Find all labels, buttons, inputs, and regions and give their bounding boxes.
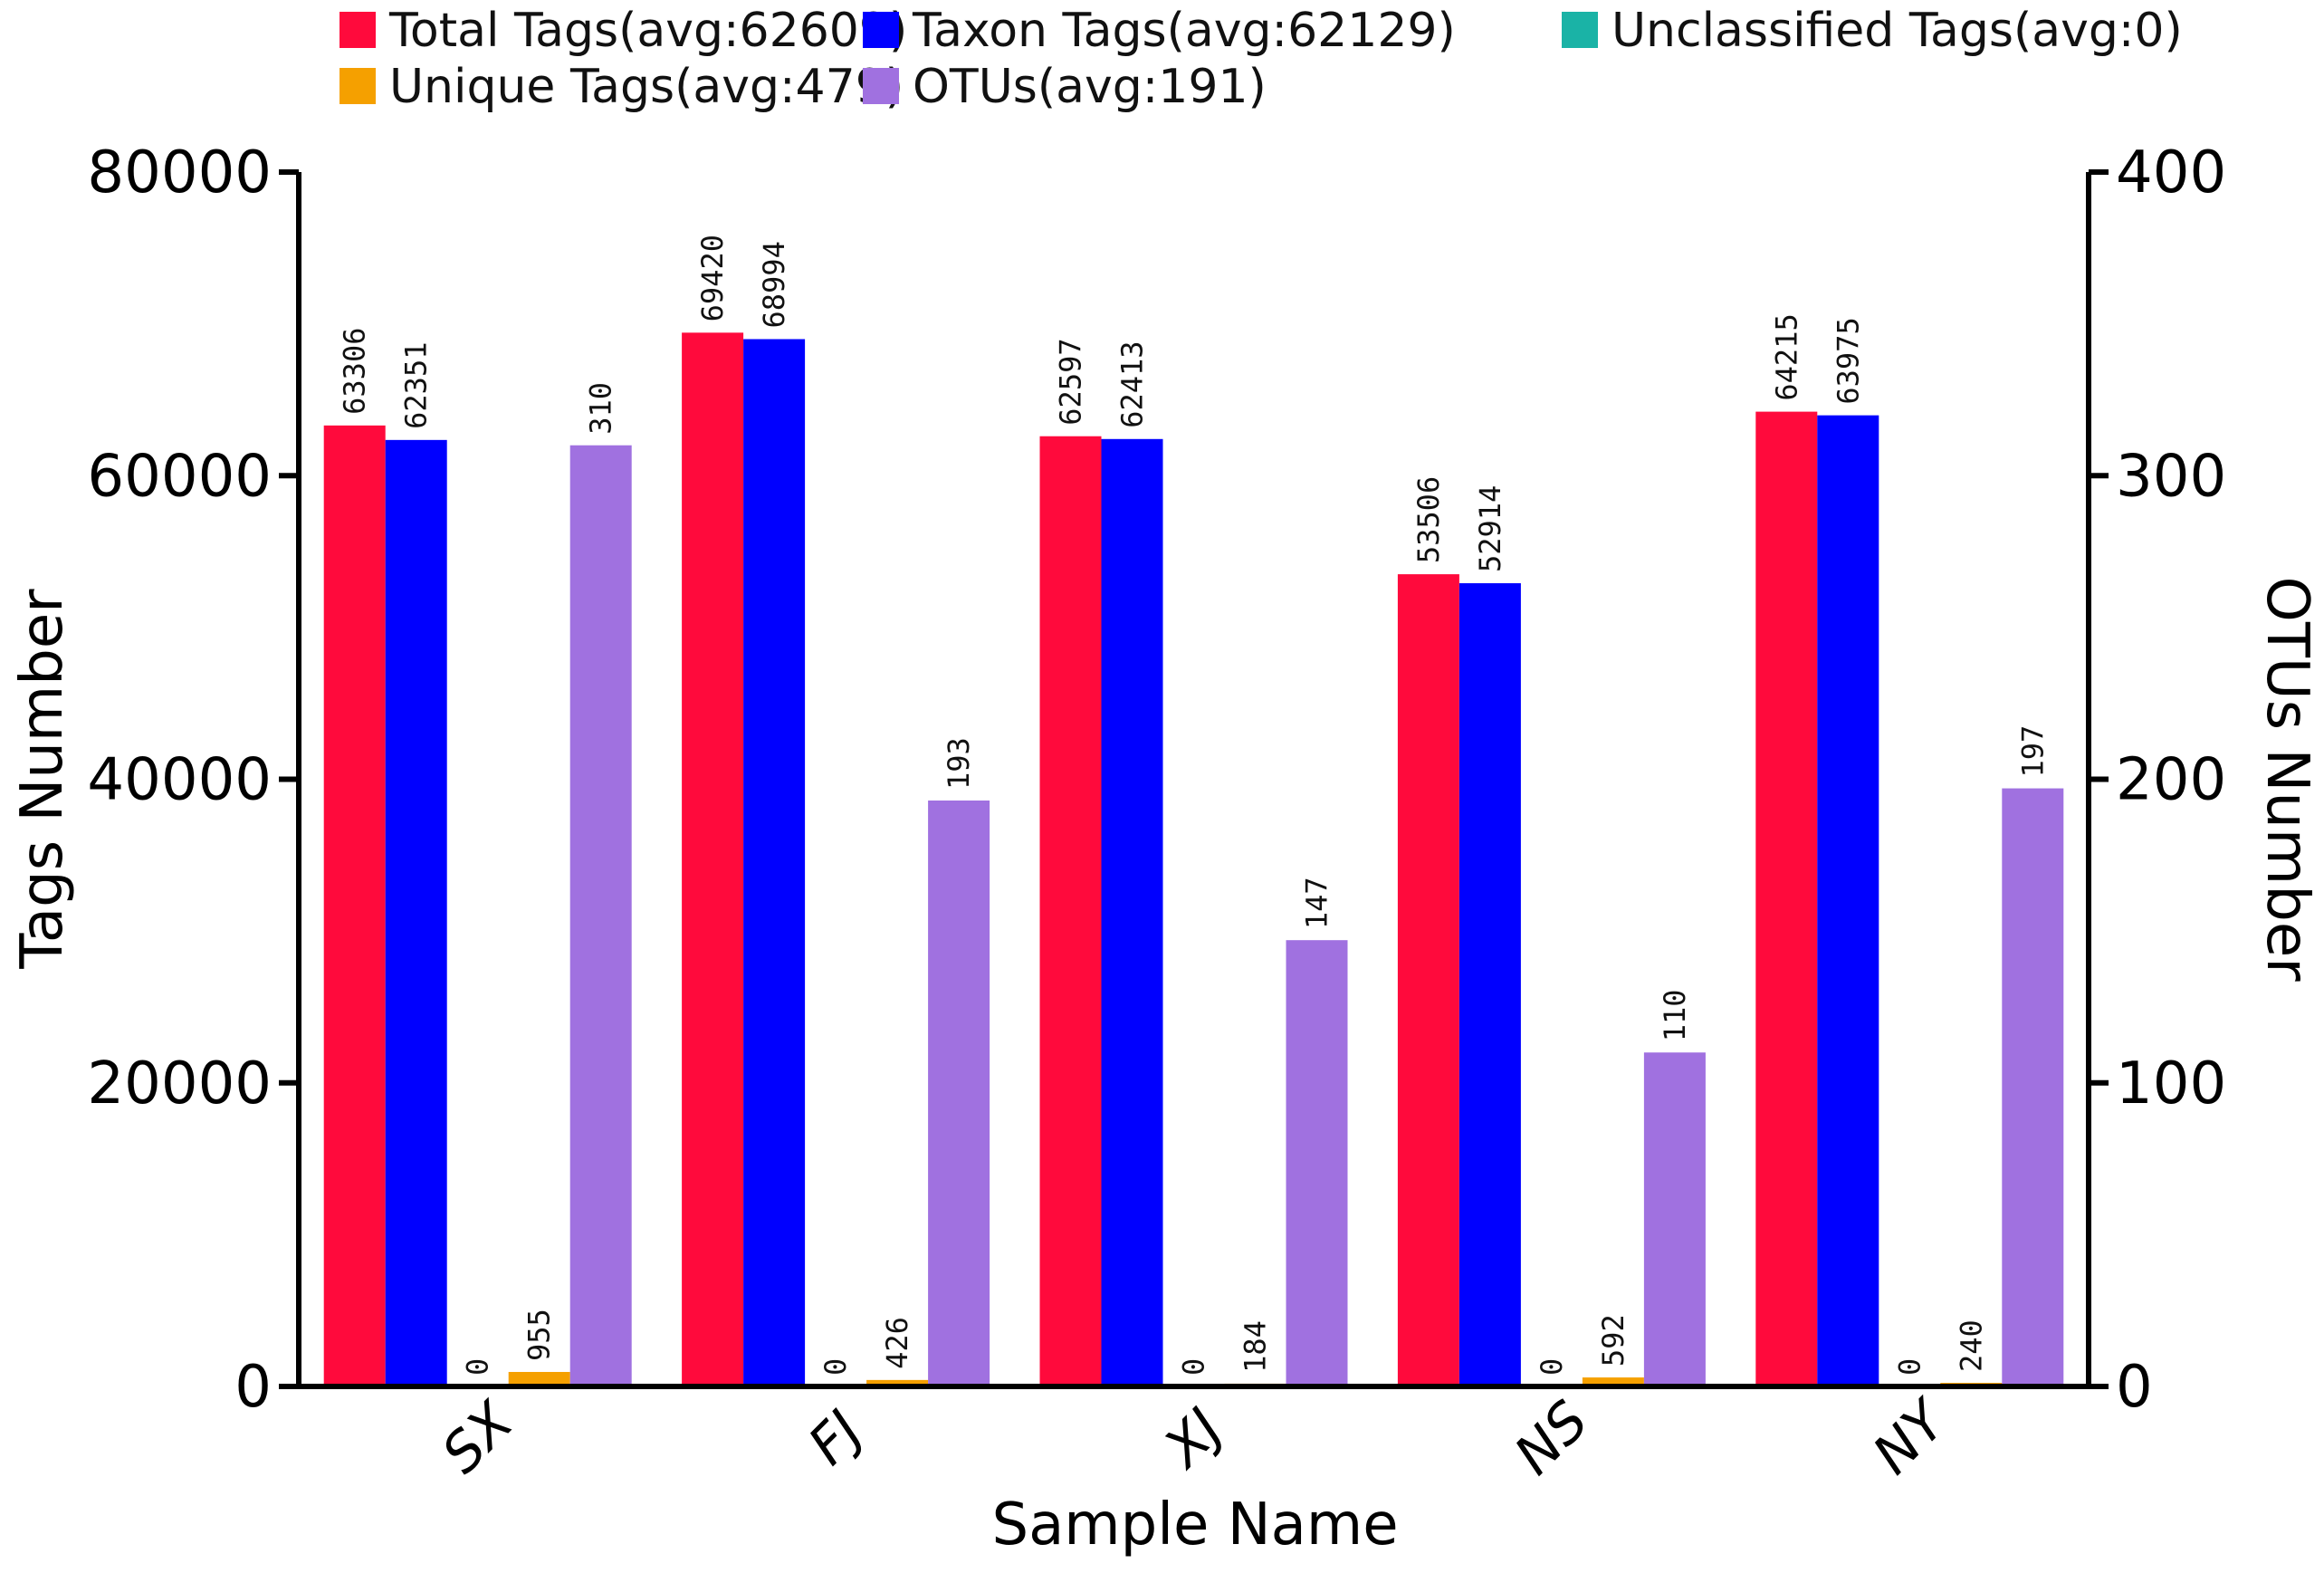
legend: Total Tags(avg:62609) Taxon Tags(avg:6212… <box>340 4 2183 114</box>
data-label-taxon-tags-ns: 52914 <box>1473 485 1507 572</box>
data-label-unclassified-tags-fj: 0 <box>818 1358 853 1376</box>
data-label-total-tags-sx: 63306 <box>338 328 372 415</box>
legend-label-total-tags: Total Tags(avg:62609) <box>388 4 907 58</box>
bars <box>323 332 2064 1387</box>
bar-total-tags-xj <box>1039 436 1102 1386</box>
data-label-total-tags-fj: 69420 <box>695 235 730 321</box>
bar-unique-tags-sx <box>508 1371 570 1386</box>
left-tick-label: 80000 <box>87 139 272 206</box>
bar-taxon-tags-xj <box>1101 438 1163 1386</box>
data-label-unclassified-tags-ny: 0 <box>1892 1358 1927 1376</box>
data-label-otus-ny: 197 <box>2015 725 2050 778</box>
category-label-ny: NY <box>1861 1386 1961 1486</box>
bar-otus-fj <box>928 800 990 1386</box>
data-label-total-tags-ny: 64215 <box>1769 313 1803 400</box>
data-label-otus-fj: 193 <box>942 737 976 790</box>
right-tick-label: 200 <box>2116 747 2226 814</box>
legend-swatch-unique-tags <box>340 68 376 104</box>
bar-taxon-tags-fj <box>743 339 806 1387</box>
bar-taxon-tags-ny <box>1817 415 1879 1387</box>
bar-total-tags-fj <box>682 332 744 1386</box>
right-tick-label: 400 <box>2116 139 2226 206</box>
data-label-unclassified-tags-xj: 0 <box>1177 1358 1211 1376</box>
legend-swatch-taxon-tags <box>863 12 899 48</box>
bar-otus-ny <box>2002 788 2064 1386</box>
data-label-unique-tags-xj: 184 <box>1239 1320 1273 1373</box>
y2-axis-title: OTUs Number <box>2253 576 2320 982</box>
data-label-unique-tags-ns: 592 <box>1596 1314 1631 1367</box>
data-label-total-tags-ns: 53506 <box>1411 476 1446 563</box>
left-tick-label: 0 <box>234 1354 272 1421</box>
category-label-xj: XJ <box>1151 1396 1235 1481</box>
bar-total-tags-ns <box>1397 574 1459 1386</box>
legend-label-taxon-tags: Taxon Tags(avg:62129) <box>912 4 1456 58</box>
data-label-otus-ns: 110 <box>1658 989 1692 1041</box>
data-label-total-tags-xj: 62597 <box>1054 338 1088 425</box>
x-axis-title: Sample Name <box>991 1491 1398 1559</box>
data-label-unclassified-tags-sx: 0 <box>461 1358 495 1376</box>
left-tick-label: 20000 <box>87 1050 272 1117</box>
right-ticks: 0 100 200 300 400 <box>2089 139 2226 1421</box>
bar-taxon-tags-sx <box>385 439 447 1387</box>
left-tick-label: 40000 <box>87 747 272 814</box>
data-label-unique-tags-fj: 426 <box>880 1317 914 1369</box>
bar-unique-tags-ns <box>1582 1377 1644 1386</box>
category-label-fj: FJ <box>797 1399 875 1477</box>
right-tick-label: 0 <box>2116 1354 2153 1421</box>
data-labels: 63306 62351 0 955 310 69420 68994 0 426 193 62597 6… <box>338 235 2051 1376</box>
legend-swatch-otus <box>863 68 899 104</box>
category-labels: SX FJ XJ NS NY <box>430 1386 1961 1487</box>
right-tick-label: 100 <box>2116 1050 2226 1117</box>
data-label-unique-tags-ny: 240 <box>1954 1319 1988 1372</box>
data-label-otus-sx: 310 <box>584 382 618 435</box>
bar-total-tags-sx <box>323 425 386 1387</box>
data-label-otus-xj: 147 <box>1300 877 1334 929</box>
legend-label-unclassified-tags: Unclassified Tags(avg:0) <box>1611 4 2183 58</box>
category-label-ns: NS <box>1503 1389 1601 1487</box>
bar-otus-sx <box>569 445 632 1387</box>
category-label-sx: SX <box>430 1389 527 1486</box>
bar-taxon-tags-ns <box>1458 583 1521 1386</box>
data-label-unclassified-tags-ns: 0 <box>1535 1358 1569 1376</box>
bar-total-tags-ny <box>1755 411 1818 1386</box>
data-label-taxon-tags-fj: 68994 <box>757 241 791 328</box>
legend-label-otus: OTUs(avg:191) <box>913 60 1267 114</box>
bar-otus-xj <box>1286 940 1348 1386</box>
legend-swatch-unclassified-tags <box>1562 12 1598 48</box>
left-ticks: 0 20000 40000 60000 80000 <box>87 139 299 1421</box>
right-tick-label: 300 <box>2116 443 2226 510</box>
data-label-taxon-tags-xj: 62413 <box>1115 340 1150 427</box>
legend-label-unique-tags: Unique Tags(avg:479) <box>389 60 904 114</box>
y-axis-title: Tags Number <box>9 589 76 970</box>
data-label-taxon-tags-sx: 62351 <box>399 342 434 429</box>
legend-swatch-total-tags <box>340 12 376 48</box>
data-label-taxon-tags-ny: 63975 <box>1831 317 1865 404</box>
data-label-unique-tags-sx: 955 <box>522 1309 557 1361</box>
bar-unique-tags-fj <box>866 1379 929 1386</box>
bar-otus-ns <box>1643 1052 1706 1386</box>
left-tick-label: 60000 <box>87 443 272 510</box>
